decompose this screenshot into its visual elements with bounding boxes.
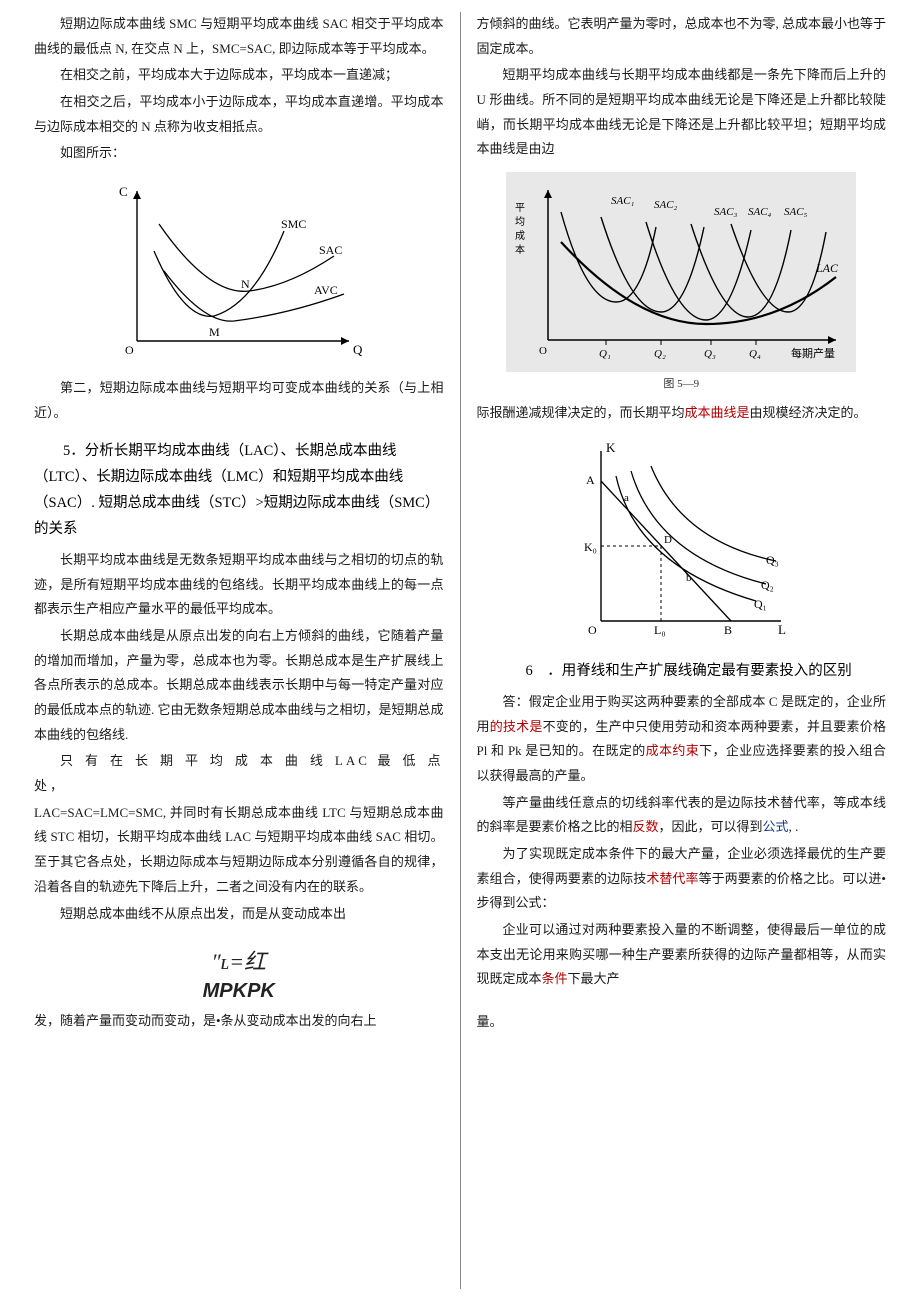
svg-text:Q₃: Q₃: [766, 553, 779, 567]
section-6-title: 6 ．用脊线和生产扩展线确定最有要素投入的区别: [497, 658, 887, 684]
svg-text:O: O: [539, 345, 547, 357]
right-p4: 答：假定企业用于购买这两种要素的全部成本 C 是既定的，企业所用的技术是不变的，…: [477, 690, 887, 789]
left-p5: 第二，短期边际成本曲线与短期平均可变成本曲线的关系（与上相近）。: [34, 376, 444, 425]
point-m: M: [209, 325, 220, 339]
left-p9: 短期总成本曲线不从原点出发，而是从变动成本出: [34, 902, 444, 927]
svg-text:L₀: L₀: [654, 623, 666, 637]
svg-text:Q₂: Q₂: [761, 578, 774, 592]
lac-label: LAC: [815, 261, 839, 275]
ylabel-avg-cost: 平: [513, 202, 525, 213]
avc-label: AVC: [314, 283, 338, 297]
section-5-title: 5．分析长期平均成本曲线（LAC）、长期总成本曲线（LTC）、长期边际成本曲线（…: [34, 438, 444, 542]
svg-text:Q₁: Q₁: [599, 348, 611, 360]
svg-text:b: b: [686, 572, 692, 584]
axis-q-label: Q: [353, 342, 363, 357]
svg-text:O: O: [125, 343, 134, 357]
svg-text:O: O: [588, 623, 597, 637]
point-n: N: [241, 277, 250, 291]
left-p6: 长期平均成本曲线是无数条短期平均成本曲线与之相切的切点的轨迹，是所有短期平均成本…: [34, 548, 444, 622]
left-p10: 发，随着产量而变动而变动，是•条从变动成本出发的向右上: [34, 1009, 444, 1034]
left-p3: 在相交之后，平均成本小于边际成本，平均成本直递增。平均成本与边际成本相交的 N …: [34, 90, 444, 139]
svg-text:Q₄: Q₄: [749, 348, 761, 360]
fig2-caption: 图 5—9: [663, 375, 699, 391]
svg-text:D: D: [664, 534, 672, 546]
svg-text:均: 均: [513, 216, 525, 227]
figure-isoquant: K L O A a K₀ D b L₀ B Q₃: [477, 436, 887, 646]
right-p8: 量。: [477, 1010, 887, 1035]
left-p2: 在相交之前，平均成本大于边际成本，平均成本一直递减；: [34, 63, 444, 88]
right-p1: 方倾斜的曲线。它表明产量为零时，总成本也不为零, 总成本最小也等于固定成本。: [477, 12, 887, 61]
svg-text:a: a: [624, 492, 629, 504]
left-p8a: 只 有 在 长 期 平 均 成 本 曲 线 LAC 最 低 点 处，: [34, 749, 444, 798]
svg-text:SAC₃: SAC₃: [714, 206, 738, 218]
right-p6: 为了实现既定成本条件下的最大产量，企业必须选择最优的生产要素组合，使得两要素的边…: [477, 842, 887, 916]
left-p4: 如图所示：: [34, 141, 444, 166]
svg-text:Q₁: Q₁: [754, 597, 767, 611]
formula-top: ″ʟ=红: [34, 944, 444, 976]
formula-bot: MPKPK: [34, 980, 444, 1003]
right-p2: 短期平均成本曲线与长期平均成本曲线都是一条先下降而后上升的 U 形曲线。所不同的…: [477, 63, 887, 162]
left-p8b: LAC=SAC=LMC=SMC, 并同时有长期总成本曲线 LTC 与短期总成本曲…: [34, 801, 444, 900]
svg-text:B: B: [724, 623, 732, 637]
svg-text:成: 成: [513, 230, 525, 241]
right-p5: 等产量曲线任意点的切线斜率代表的是边际技术替代率，等成本线的斜率是要素价格之比的…: [477, 791, 887, 840]
figure-lac-envelope: 平 均 成 本 O SAC₁ SAC₂ SAC₃ SAC₄ SAC₅ LAC: [477, 172, 887, 391]
axis-k: K: [606, 440, 616, 455]
sac-label: SAC: [319, 243, 342, 257]
left-p7: 长期总成本曲线是从原点出发的向右上方倾斜的曲线，它随着产量的增加而增加，产量为零…: [34, 624, 444, 747]
svg-text:SAC₁: SAC₁: [611, 195, 635, 207]
right-p7: 企业可以通过对两种要素投入量的不断调整，使得最后一单位的成本支出无论用来购买哪一…: [477, 918, 887, 992]
svg-text:Q₃: Q₃: [704, 348, 716, 360]
svg-text:本: 本: [513, 243, 525, 255]
svg-text:K₀: K₀: [584, 540, 597, 554]
svg-text:SAC₄: SAC₄: [748, 206, 772, 218]
axis-c-label: C: [119, 184, 128, 199]
xlabel-output: 每期产量: [791, 346, 835, 360]
svg-text:SAC₅: SAC₅: [784, 206, 808, 218]
figure-smc-sac-avc: C Q O SMC SAC AVC M N: [34, 176, 444, 366]
svg-text:A: A: [586, 473, 595, 487]
axis-l: L: [778, 622, 786, 637]
svg-text:Q₂: Q₂: [654, 348, 666, 360]
smc-label: SMC: [281, 217, 306, 231]
svg-text:SAC₂: SAC₂: [654, 199, 678, 211]
left-p1: 短期边际成本曲线 SMC 与短期平均成本曲线 SAC 相交于平均成本曲线的最低点…: [34, 12, 444, 61]
right-p3: 际报酬递减规律决定的，而长期平均成本曲线是由规模经济决定的。: [477, 401, 887, 426]
